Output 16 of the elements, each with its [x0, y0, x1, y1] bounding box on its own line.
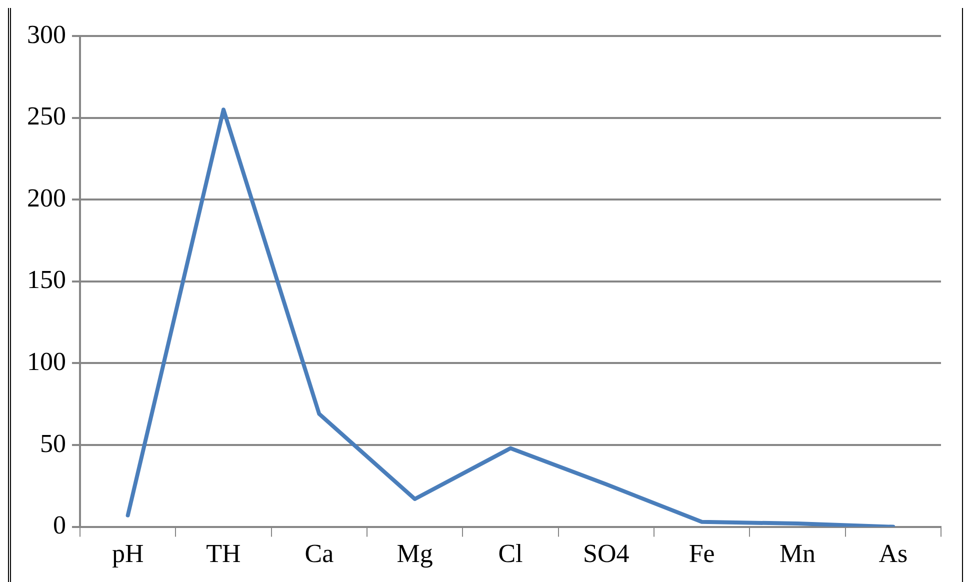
- y-tick-label: 50: [40, 428, 66, 458]
- x-tick-label: As: [878, 539, 908, 568]
- y-tick-label: 150: [27, 265, 66, 294]
- x-tick-label: Fe: [688, 539, 715, 568]
- y-tick-label: 0: [53, 510, 66, 540]
- x-tick-label: pH: [112, 539, 144, 568]
- x-tick-label: SO4: [583, 539, 630, 568]
- x-tick-label: TH: [206, 539, 242, 568]
- x-tick-label: Mn: [779, 539, 816, 568]
- x-tick-label: Mg: [396, 539, 433, 568]
- x-tick-label: Ca: [304, 539, 334, 568]
- x-tick-label: Cl: [498, 539, 523, 568]
- y-tick-label: 250: [27, 102, 66, 131]
- y-tick-label: 100: [27, 347, 66, 376]
- y-tick-label: 200: [27, 183, 66, 212]
- y-tick-label: 300: [27, 20, 66, 49]
